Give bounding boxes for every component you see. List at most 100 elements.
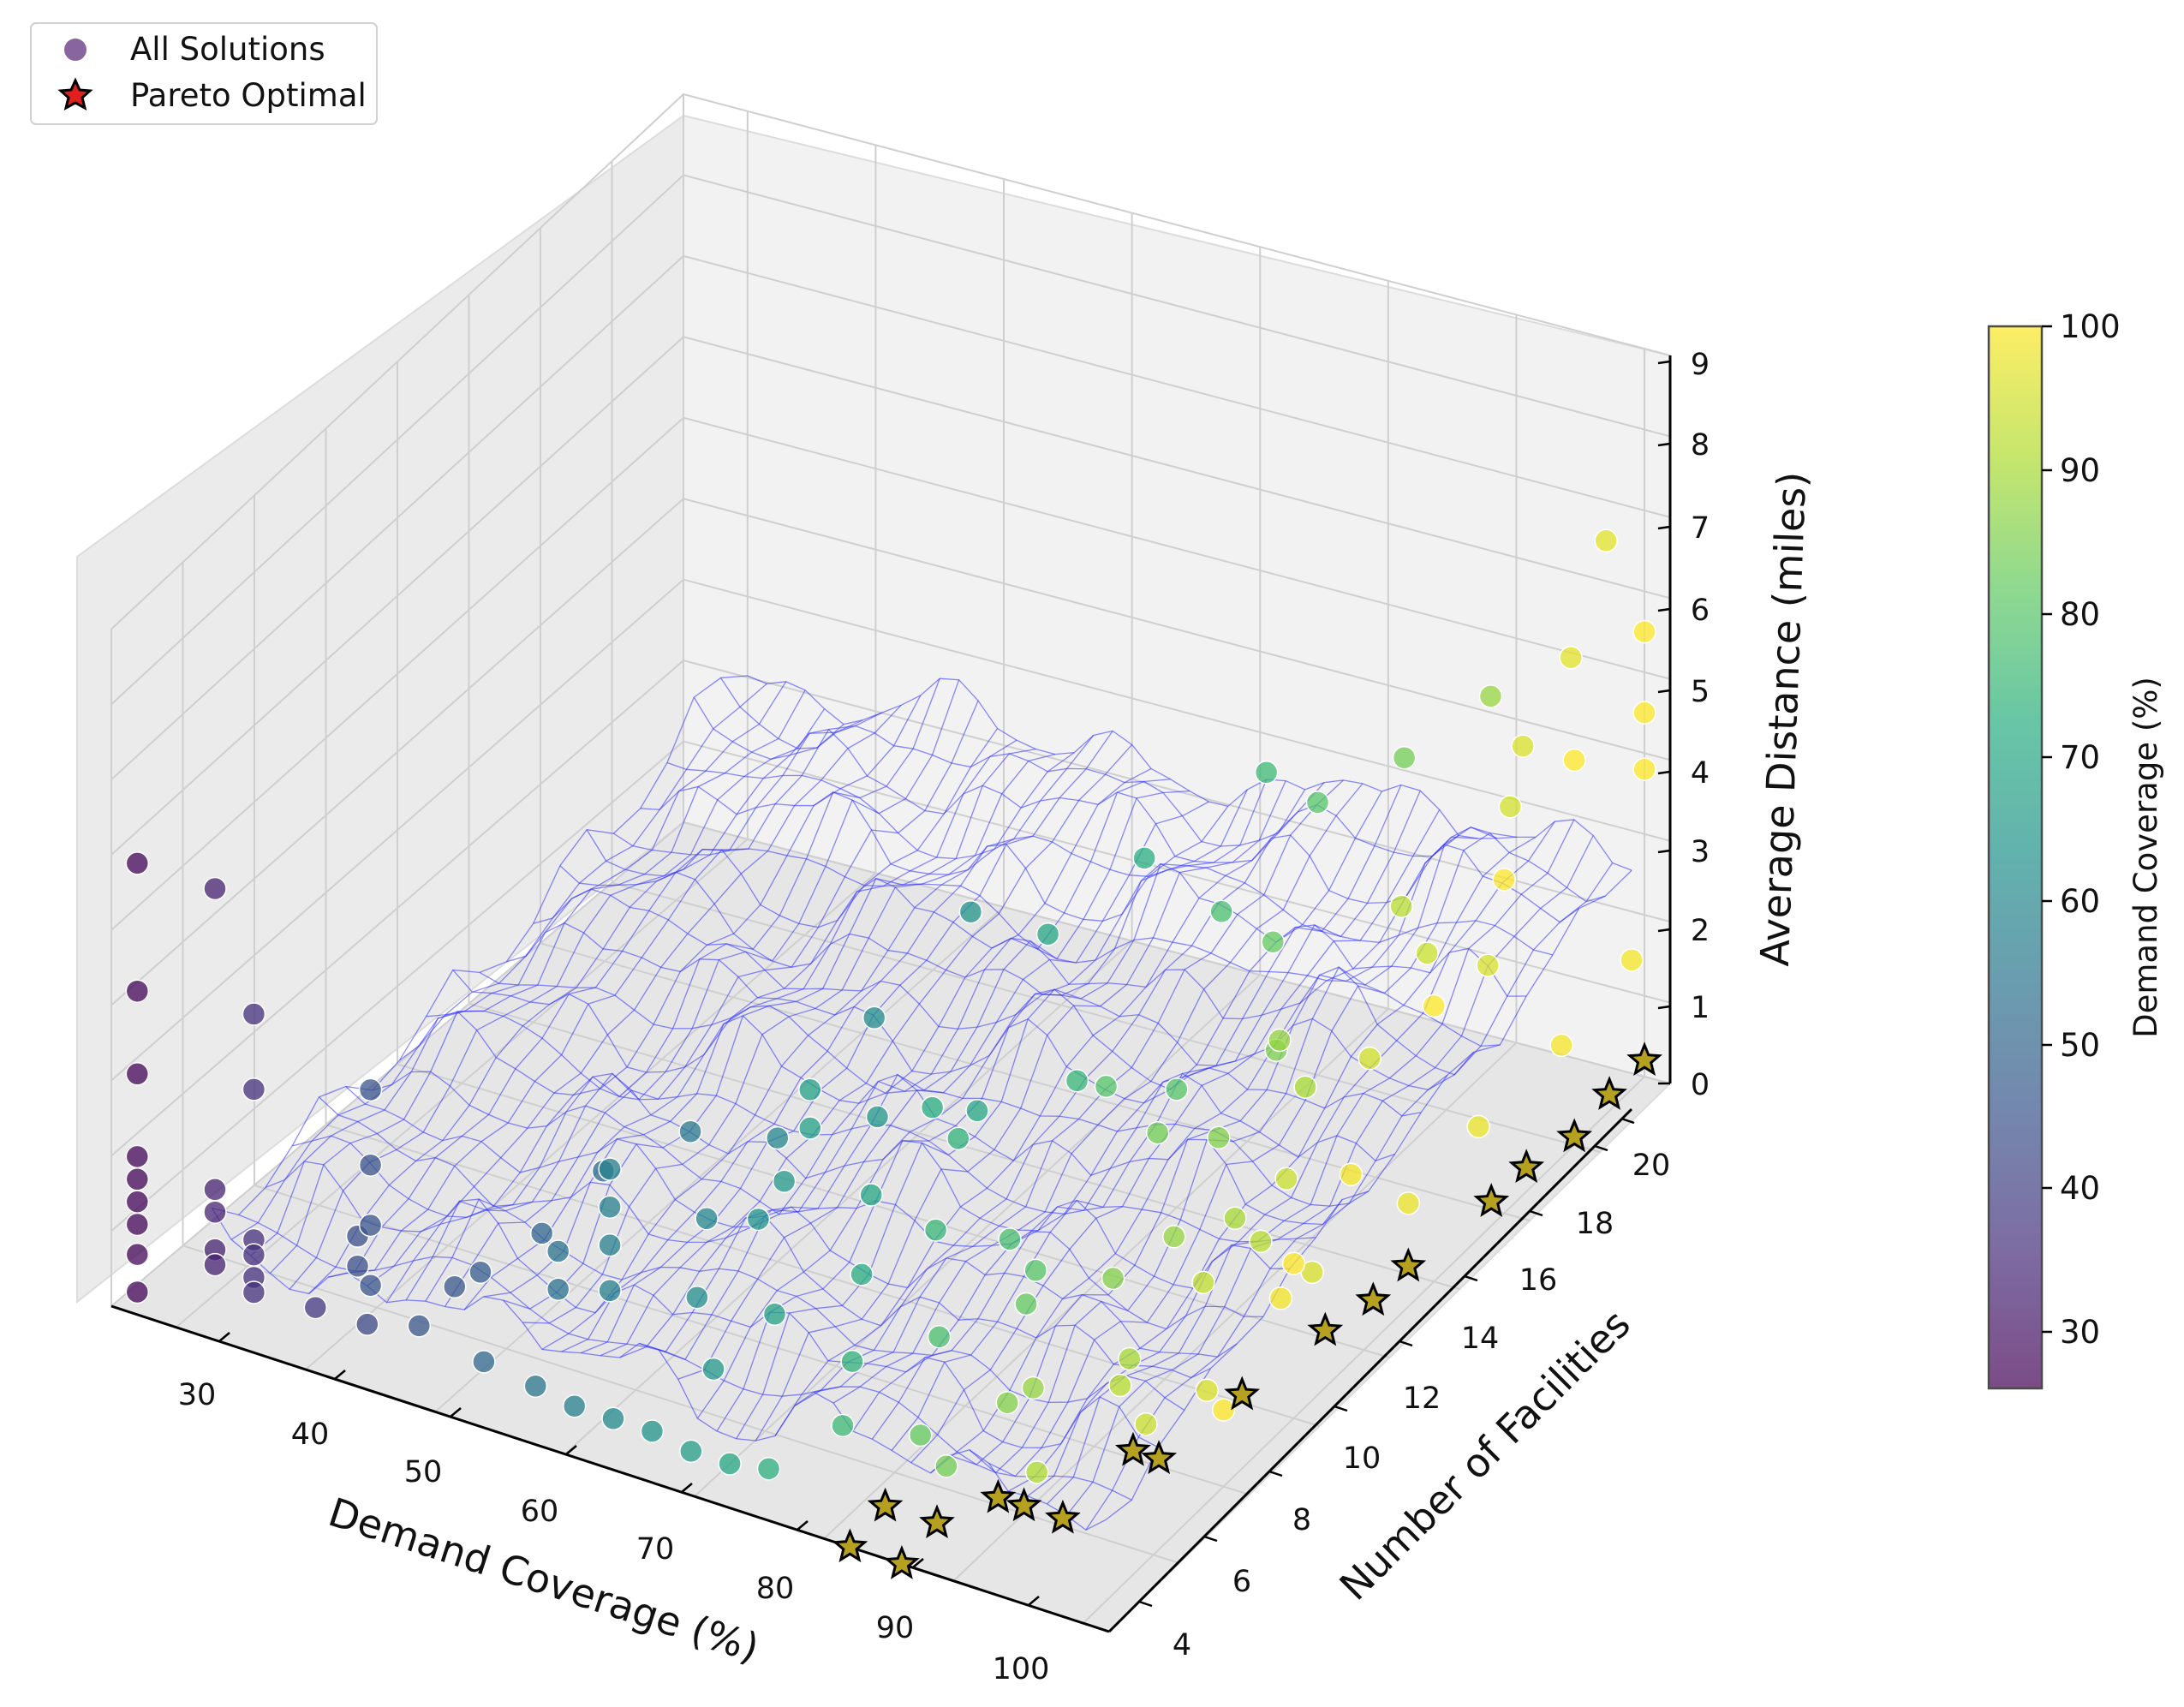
- scatter-point: [125, 1242, 150, 1267]
- scatter-point: [1476, 953, 1500, 977]
- colorbar-tick-label: 70: [2060, 739, 2100, 776]
- scatter-point: [831, 1413, 855, 1438]
- z-ticks: 0 1 2 3 4 5 6 7 8 9: [1657, 348, 1710, 1102]
- wireframe-line: [794, 782, 1325, 1406]
- y-ticks: 4 6 8 10 12 14 16 18 20: [1138, 1117, 1670, 1662]
- scatter-point: [242, 1243, 266, 1267]
- y-tick-label: 6: [1232, 1565, 1251, 1599]
- wireframe-line: [463, 728, 999, 1310]
- y-tick-mark: [1203, 1535, 1218, 1543]
- pareto-star: [1473, 1183, 1510, 1217]
- scatter-point: [1511, 734, 1535, 758]
- y-tick-mark: [1138, 1600, 1153, 1608]
- scatter-point: [546, 1239, 570, 1263]
- scatter-point: [1396, 1191, 1421, 1215]
- scatter-point: [358, 1273, 383, 1298]
- colorbar-tick-label: 90: [2060, 452, 2100, 489]
- scatter-point: [1134, 1412, 1158, 1436]
- scatter-point: [1035, 922, 1060, 946]
- pareto-star: [1390, 1247, 1427, 1282]
- scatter-point: [1165, 1077, 1189, 1101]
- z-tick-mark: [1657, 360, 1671, 365]
- scatter-point: [1274, 1167, 1298, 1191]
- scatter-point: [998, 1227, 1022, 1251]
- x-tick-label: 60: [521, 1495, 559, 1529]
- pareto-star: [1045, 1499, 1081, 1534]
- wireframe-line: [736, 779, 1268, 1440]
- scatter-point: [1549, 1033, 1573, 1058]
- z-tick-label: 8: [1691, 428, 1710, 463]
- scatter-point: [927, 1325, 952, 1349]
- scatter-point: [407, 1314, 432, 1338]
- pareto-star: [1508, 1149, 1545, 1184]
- wireframe-line: [910, 809, 1441, 1464]
- scatter-point: [1281, 1251, 1306, 1275]
- scatter-point: [125, 1167, 150, 1191]
- scatter-point: [934, 1454, 958, 1478]
- wireframe-line: [269, 689, 806, 1274]
- scatter-point: [598, 1157, 622, 1181]
- scatter-point: [995, 1390, 1019, 1415]
- colorbar-gradient: [1987, 325, 2044, 1390]
- scatter-point: [1478, 684, 1503, 708]
- scatter-point: [1191, 1270, 1215, 1295]
- scatter-point: [125, 1280, 150, 1304]
- scatter-point: [1389, 894, 1413, 918]
- scatter-point: [1223, 1206, 1247, 1231]
- legend-label-all-solutions: All Solutions: [130, 31, 325, 68]
- scatter-point: [472, 1350, 496, 1374]
- y-tick-mark: [1529, 1209, 1543, 1217]
- z-tick-label: 4: [1691, 756, 1710, 791]
- scatter-point: [640, 1419, 665, 1443]
- scatter-point: [1024, 1460, 1049, 1484]
- y-tick-label: 4: [1173, 1628, 1191, 1662]
- wireframe-line: [1105, 869, 1632, 1521]
- grid-line: [110, 740, 1671, 1232]
- wireframe-line: [230, 683, 767, 1240]
- y-tick-label: 18: [1576, 1207, 1614, 1241]
- scatter-point: [203, 1178, 227, 1202]
- wireframe-line: [1047, 819, 1575, 1505]
- scatter-point: [125, 851, 150, 875]
- z-tick-mark: [1657, 607, 1671, 612]
- wireframe-line: [1085, 862, 1614, 1531]
- scatter-point: [1108, 1373, 1132, 1398]
- scatter-point: [1014, 1292, 1038, 1316]
- z-tick-label: 5: [1691, 675, 1710, 709]
- grid-lines: [110, 93, 1671, 1632]
- scatter-point: [1162, 1225, 1186, 1249]
- grid-line: [110, 416, 1671, 931]
- wireframe-line: [308, 724, 844, 1294]
- scatter-point: [1254, 761, 1279, 785]
- y-tick-label: 12: [1403, 1382, 1441, 1416]
- scatter-point: [772, 1169, 797, 1193]
- scatter-point: [695, 1206, 719, 1231]
- y-tick-mark: [1464, 1274, 1478, 1282]
- scatter-point: [1562, 748, 1586, 773]
- scatter-point: [1492, 868, 1516, 892]
- y-tick-label: 16: [1519, 1263, 1558, 1298]
- grid-line: [110, 660, 1671, 1157]
- scatter-point: [125, 979, 150, 1003]
- scatter-point: [1268, 1028, 1292, 1053]
- scatter-point: [355, 1312, 379, 1336]
- scatter-point: [601, 1406, 625, 1431]
- z-tick-mark: [1657, 525, 1671, 530]
- scatter-point: [923, 1218, 948, 1242]
- wireframe-line: [385, 695, 922, 1304]
- pareto-star: [1114, 1431, 1151, 1466]
- z-tick-label: 6: [1691, 594, 1710, 628]
- y-tick-label: 14: [1461, 1322, 1500, 1356]
- scatter-point: [1594, 528, 1618, 553]
- wireframe-line: [755, 780, 1286, 1441]
- scatter-point: [203, 1200, 227, 1224]
- grid-line: [110, 93, 1671, 630]
- pareto-star: [1307, 1311, 1344, 1346]
- scatter-point: [1559, 645, 1583, 670]
- scatter-point: [908, 1423, 933, 1447]
- scatter-point: [1209, 899, 1233, 924]
- scatter-point: [1207, 1125, 1231, 1150]
- wireframe-line: [774, 789, 1306, 1436]
- x-tick-label: 90: [876, 1611, 915, 1645]
